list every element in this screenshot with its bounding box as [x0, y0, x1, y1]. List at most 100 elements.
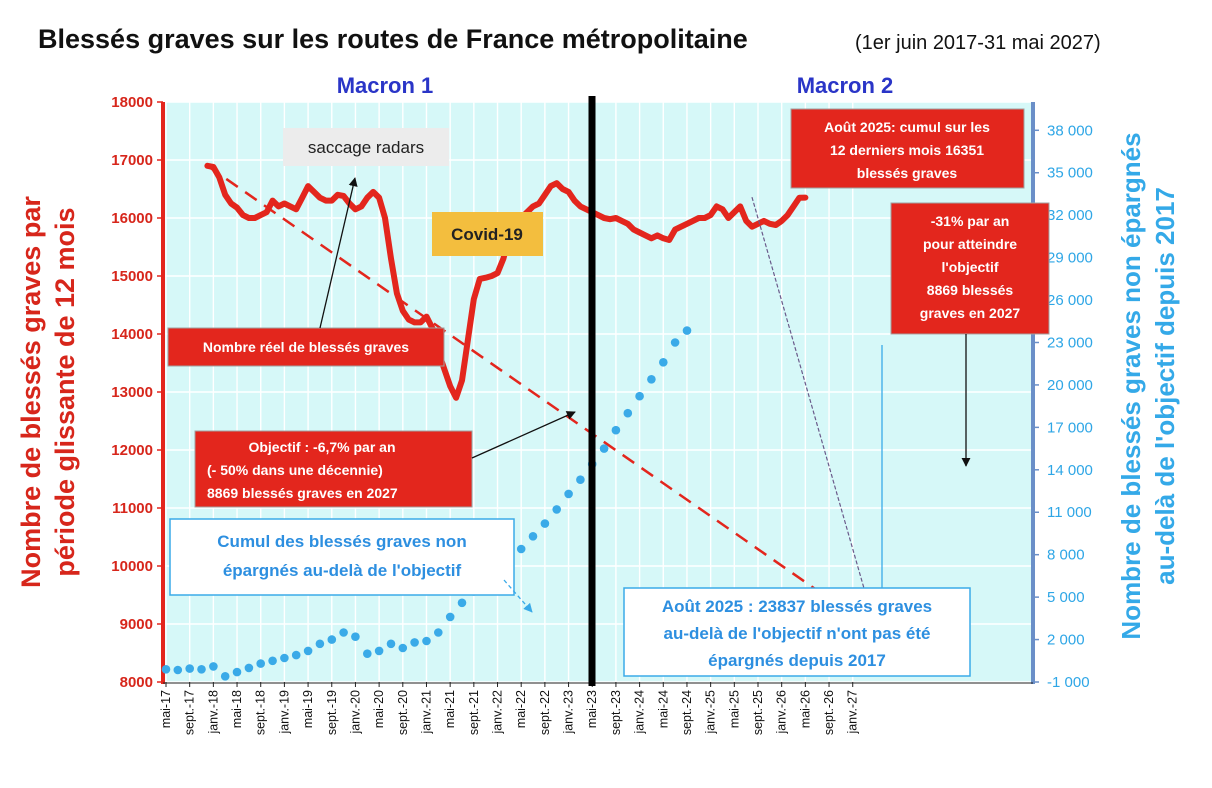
- aout-cumul-line-3: blessés graves: [857, 165, 958, 181]
- x-tick-label: mai-20: [372, 690, 386, 728]
- x-tick-label: sept.-25: [751, 690, 765, 735]
- cumul-point: [339, 628, 348, 637]
- saccage-label: saccage radars: [308, 138, 424, 157]
- cumul-point: [185, 664, 194, 673]
- right-tick-label: 38 000: [1047, 122, 1093, 139]
- cumul-point: [209, 662, 218, 671]
- x-tick-label: janv.-22: [491, 690, 505, 735]
- right-tick-label: 20 000: [1047, 377, 1093, 394]
- term-label-macron-1: Macron 1: [337, 73, 434, 98]
- chart-title: Blessés graves sur les routes de France …: [38, 24, 748, 54]
- aout-cumul-box: [790, 108, 1025, 189]
- cumul-point: [220, 672, 230, 681]
- x-tick-label: janv.-21: [419, 690, 433, 735]
- covid-label-box: [432, 212, 543, 256]
- aout-cumul-line-2: 12 derniers mois 16351: [830, 142, 984, 158]
- left-axis-title-line1: Nombre de blessés graves par: [16, 196, 46, 588]
- x-tick-label: sept.-21: [467, 690, 481, 735]
- objectif-arrow: [471, 411, 576, 459]
- right-tick-label: 26 000: [1047, 292, 1093, 309]
- cumul-point: [659, 358, 668, 367]
- x-tick-label: janv.-26: [775, 690, 789, 735]
- left-tick-label: 10000: [111, 558, 153, 575]
- minus31-line-3: l'objectif: [942, 259, 999, 275]
- x-tick-label: mai-18: [230, 690, 244, 728]
- x-tick-label: mai-24: [656, 690, 670, 728]
- left-tick-label: 16000: [111, 210, 153, 227]
- cumul-arrow: [503, 579, 533, 613]
- cumul-point: [410, 638, 419, 647]
- aout-epargnes-line-2: au-delà de l'objectif n'ont pas été: [664, 624, 931, 643]
- left-tick-label: 18000: [111, 94, 153, 111]
- right-tick-label: 14 000: [1047, 462, 1093, 479]
- x-tick-label: sept.-23: [609, 690, 623, 735]
- minus31-line-4: 8869 blessés: [927, 282, 1014, 298]
- series-line-minus31: [751, 197, 878, 633]
- left-tick-label: 9000: [120, 616, 153, 633]
- series-line-objectif: [206, 164, 878, 633]
- cumul-point: [173, 665, 183, 675]
- term-label-macron-2: Macron 2: [797, 73, 894, 98]
- left-tick-label: 12000: [111, 442, 153, 459]
- x-tick-label: sept.-22: [538, 690, 552, 735]
- cumul-point: [528, 532, 538, 541]
- reel-label: Nombre réel de blessés graves: [203, 339, 409, 355]
- left-tick-label: 8000: [120, 674, 153, 691]
- right-tick-label: 8 000: [1047, 547, 1085, 564]
- cumul-point: [268, 656, 277, 666]
- x-tick-label: mai-26: [798, 690, 812, 728]
- cumul-point: [434, 628, 443, 637]
- left-tick-label: 11000: [112, 500, 153, 517]
- x-tick-label: mai-25: [727, 690, 741, 728]
- x-tick-label: mai-22: [514, 690, 528, 728]
- cumul-point: [647, 375, 656, 384]
- right-tick-label: 23 000: [1047, 334, 1093, 351]
- right-tick-label: 11 000: [1047, 504, 1092, 521]
- cumul-point: [303, 646, 313, 656]
- cumul-point: [232, 667, 242, 677]
- cumul-point: [670, 338, 680, 347]
- cumul-line-1: Cumul des blessés graves non: [217, 532, 466, 551]
- x-tick-label: sept.-26: [822, 690, 836, 735]
- cumul-point: [599, 444, 609, 453]
- cumul-point: [351, 632, 360, 641]
- left-axis-title-line2: période glissante de 12 mois: [50, 207, 80, 576]
- x-tick-label: janv.-23: [562, 690, 576, 735]
- cumul-point: [516, 544, 526, 554]
- x-tick-label: mai-19: [301, 690, 315, 728]
- right-tick-label: 2 000: [1047, 632, 1085, 649]
- cumul-point: [564, 489, 573, 499]
- cumul-point: [682, 326, 692, 335]
- objectif-label-box: [194, 430, 473, 508]
- cumul-point: [280, 653, 289, 663]
- cumul-point: [422, 636, 431, 646]
- cumul-point: [327, 635, 337, 644]
- cumul-point: [374, 646, 384, 656]
- x-tick-label: janv.-20: [348, 690, 362, 735]
- right-tick-label: 35 000: [1047, 165, 1093, 182]
- cumul-point: [576, 475, 585, 485]
- reel-label-box: [167, 327, 445, 367]
- x-tick-labels: mai-17 sept.-17 janv.-18 mai-18 sept.-18 janv…: [159, 682, 860, 735]
- left-tick-label: 13000: [111, 384, 153, 401]
- aout-epargnes-line-3: épargnés depuis 2017: [708, 651, 886, 670]
- objectif-line-2: (- 50% dans une décennie): [207, 462, 383, 478]
- x-tick-label: mai-23: [585, 690, 599, 728]
- x-tick-label: sept.-19: [325, 690, 339, 735]
- x-tick-label: janv.-19: [277, 690, 291, 735]
- cumul-point: [363, 649, 372, 658]
- cumul-point: [197, 665, 206, 674]
- objectif-line-3: 8869 blessés graves en 2027: [207, 485, 398, 501]
- saccage-label-box: [283, 128, 449, 166]
- cumul-line-2: épargnés au-delà de l'objectif: [223, 561, 462, 580]
- minus31-line-1: -31% par an: [931, 213, 1010, 229]
- right-tick-labels: 38 000 35 000 32 000 29 000 26 000 23 000 20 0…: [1033, 122, 1093, 691]
- cumul-point: [540, 519, 550, 528]
- cumul-point: [552, 505, 561, 514]
- cumul-point: [611, 425, 621, 435]
- x-tick-label: mai-17: [159, 690, 173, 728]
- cumul-point: [315, 639, 325, 649]
- x-tick-label: janv.-18: [206, 690, 220, 735]
- x-tick-label: janv.-25: [704, 690, 718, 735]
- cumul-point: [635, 391, 644, 401]
